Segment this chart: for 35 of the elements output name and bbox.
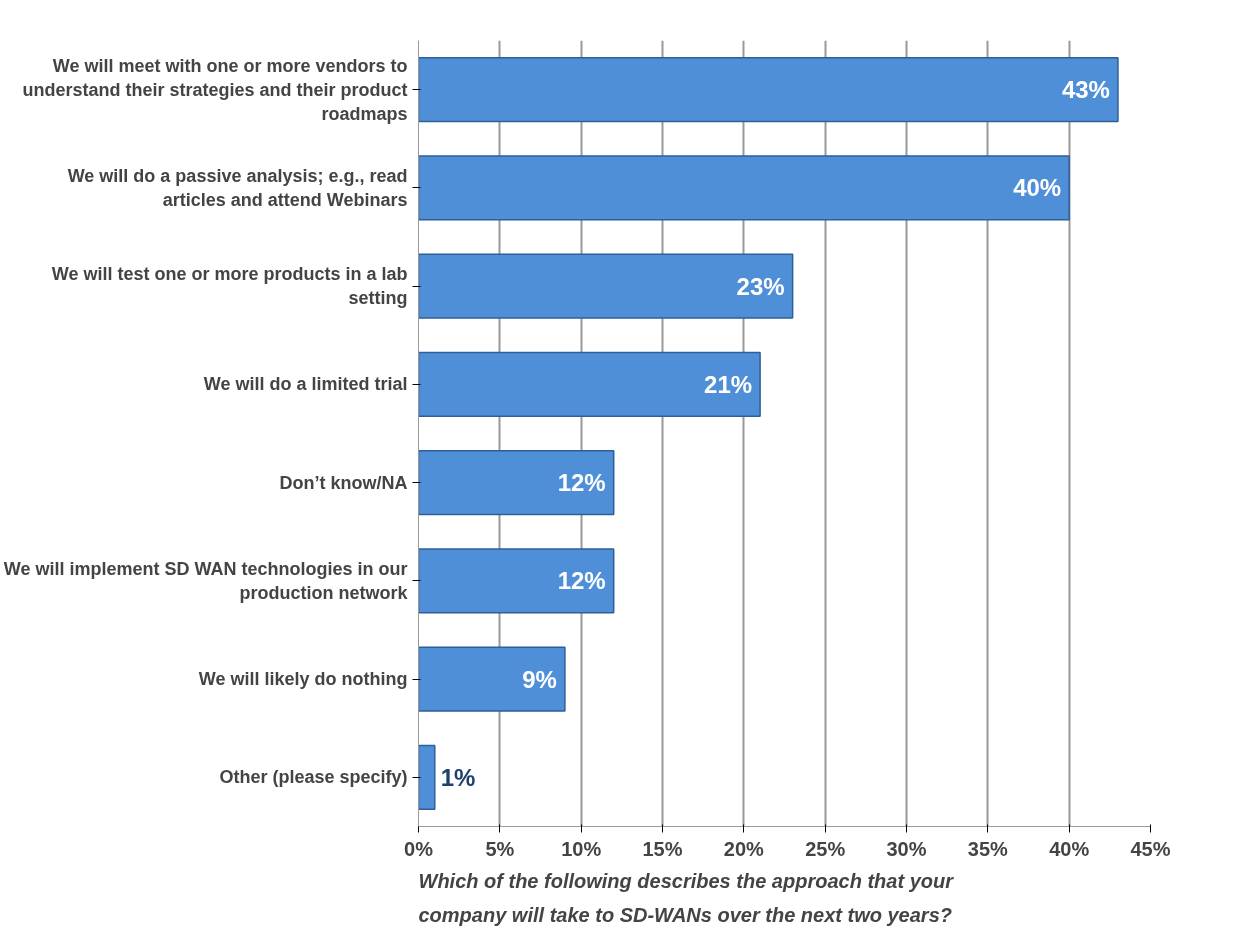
x-tick-label: 0% <box>404 837 434 860</box>
data-label: 23% <box>736 272 785 300</box>
x-tick-label: 45% <box>1130 837 1171 860</box>
bar <box>418 351 761 418</box>
data-label: 12% <box>557 567 606 595</box>
y-tick-label: Don’t know/NA <box>279 472 408 493</box>
data-label: 1% <box>440 763 476 791</box>
y-tick-label: We will test one or more products in a lab setting <box>51 264 408 309</box>
y-tick-label: Other (please specify) <box>219 767 408 788</box>
data-label: 43% <box>1061 76 1110 104</box>
data-label: 21% <box>704 370 753 398</box>
x-tick-label: 40% <box>1049 837 1090 860</box>
bar <box>418 646 566 712</box>
bar <box>418 548 615 614</box>
x-tick-label: 15% <box>642 837 683 860</box>
x-tick-label: 20% <box>723 837 765 860</box>
data-label: 9% <box>522 665 557 693</box>
x-tick-label: 5% <box>485 837 515 860</box>
bar <box>418 744 436 811</box>
x-tick-label: 10% <box>561 837 602 860</box>
data-label: 12% <box>557 469 606 497</box>
data-label: 40% <box>1013 174 1062 202</box>
bar <box>418 449 615 516</box>
y-tick-label: We will meet with one or more vendors to understand their strategies and their product roadmaps <box>22 55 408 124</box>
x-tick-label: 30% <box>886 837 927 860</box>
y-tick-label: We will likely do nothing <box>198 669 408 690</box>
x-tick-label: 25% <box>805 837 846 860</box>
bar <box>418 56 1119 123</box>
text: Which of the following describes the approach that your company will take to SD-WANs over the next two years? <box>418 869 955 926</box>
y-tick-label: We will do a passive analysis; e.g., read articles and attend Webinars <box>67 165 408 210</box>
y-tick-label: We will implement SD WAN technologies in our production network <box>3 558 409 603</box>
bar <box>418 253 794 319</box>
bar <box>418 155 1070 221</box>
x-tick-label: 35% <box>967 837 1009 860</box>
y-tick-label: We will do a limited trial <box>203 374 408 395</box>
